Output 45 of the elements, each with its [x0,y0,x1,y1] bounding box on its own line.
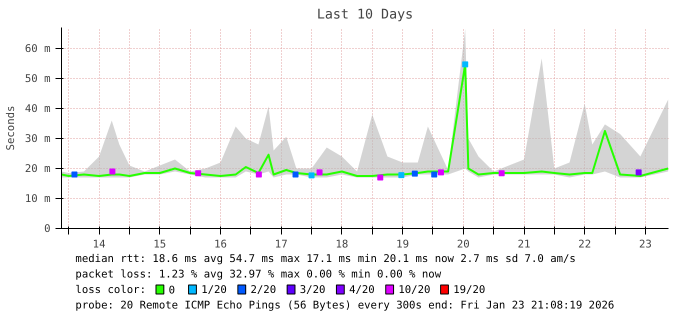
point [377,174,384,180]
point [308,172,315,178]
x-tick-label: 18 [335,238,348,250]
legend-label: 10/20 [398,283,430,296]
x-tick-label: 22 [578,238,592,250]
x-tick-label: 16 [214,238,227,250]
legend-label: 3/20 [300,283,326,296]
point [431,172,438,178]
legend-label: 0 [168,284,176,296]
y-tick-label: 20 m [24,162,51,175]
point [398,172,404,178]
y-tick-label: 60 m [24,42,51,55]
legend-label: 4/20 [349,283,375,296]
point [71,172,78,178]
point [462,61,468,68]
x-tick-label: 19 [396,238,410,250]
x-tick-label: 14 [92,238,106,250]
x-tick-label: 20 [456,238,470,250]
point [412,170,418,177]
point [438,169,444,176]
legend-label: 2/20 [250,283,276,296]
point [316,169,323,176]
x-tick-label: 23 [638,238,652,250]
y-tick-label: 40 m [24,102,51,115]
x-tick-label: 15 [153,238,166,250]
chart-title: Last 10 Days [316,8,414,22]
y-tick-label: 30 m [24,132,51,145]
text: median rtt: 18.6 ms avg 54.7 ms max 17.1 ms min 20.1 ms now 2.7 ms sd 7.0 am/s [75,252,576,265]
point [256,172,262,178]
legend-title: loss color: [75,283,146,296]
legend-label: 19/20 [453,283,486,296]
text: packet loss: 1.23 % avg 32.97 % max 0.00 % min 0.00 % now [75,268,442,280]
x-tick-label: 17 [274,238,288,250]
point [292,172,299,178]
point [498,170,505,176]
y-tick-label: 10 m [24,192,51,205]
point [195,170,202,176]
point [636,169,642,176]
y-tick-label: 0 [44,222,51,235]
point [109,168,116,174]
text: probe: 20 Remote ICMP Echo Pings (56 Bytes) every 300s end: Fri Jan 23 21:08:19 2026 [75,298,614,312]
x-tick-label: 21 [518,238,530,250]
y-tick-label: 50 m [24,72,51,85]
legend-label: 1/20 [201,283,227,296]
y-axis-title: Seconds [4,106,17,150]
